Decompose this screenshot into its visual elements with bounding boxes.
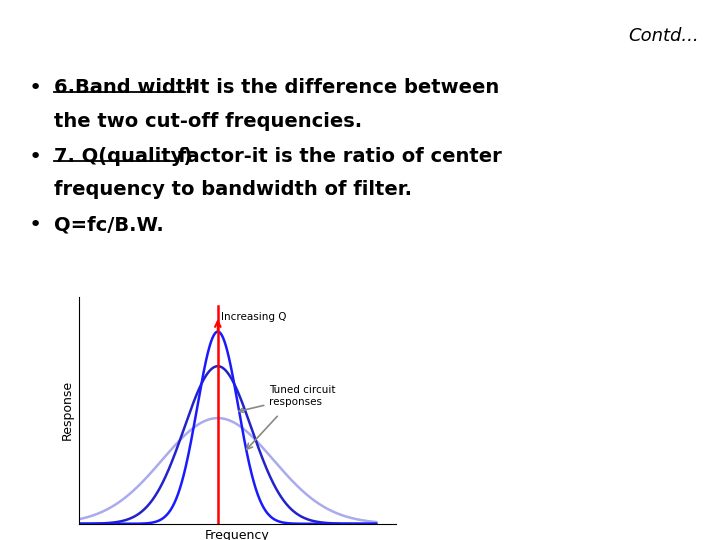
Text: •: •: [29, 147, 42, 167]
Text: 7. Q(quality): 7. Q(quality): [54, 147, 199, 166]
Text: the two cut-off frequencies.: the two cut-off frequencies.: [54, 112, 362, 131]
Text: •: •: [29, 215, 42, 235]
Text: factor-it is the ratio of center: factor-it is the ratio of center: [178, 147, 502, 166]
X-axis label: Frequency: Frequency: [205, 529, 270, 540]
Y-axis label: Response: Response: [60, 380, 73, 441]
Text: •: •: [29, 78, 42, 98]
Text: 6.Band width: 6.Band width: [54, 78, 199, 97]
Text: -It is the difference between: -It is the difference between: [185, 78, 499, 97]
Text: Increasing Q: Increasing Q: [221, 312, 287, 322]
Text: Tuned circuit
responses: Tuned circuit responses: [239, 386, 336, 413]
Text: Contd...: Contd...: [628, 27, 698, 45]
Text: Q=fc/B.W.: Q=fc/B.W.: [54, 215, 163, 234]
Text: frequency to bandwidth of filter.: frequency to bandwidth of filter.: [54, 180, 412, 199]
